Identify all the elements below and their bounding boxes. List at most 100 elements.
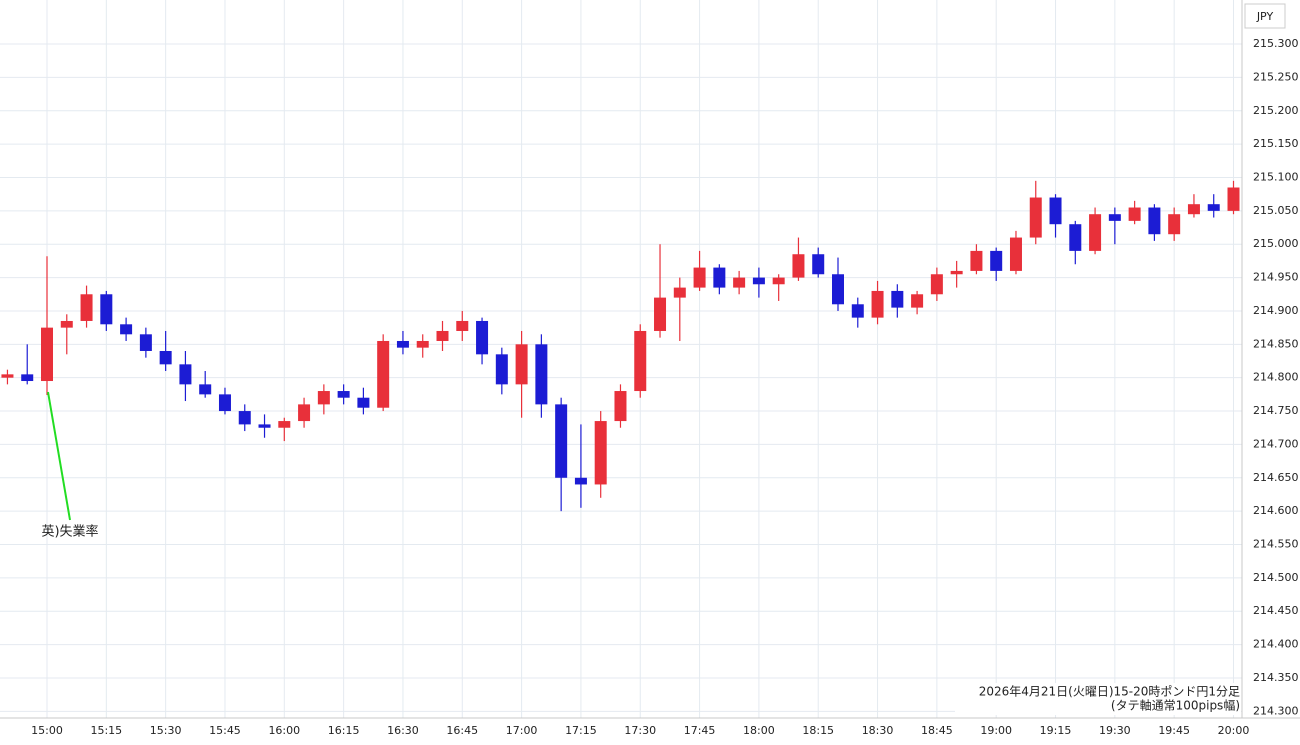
x-tick-label: 19:00 (980, 724, 1012, 737)
annotation: 英)失業率 (41, 524, 98, 540)
candle-body (990, 250, 1003, 271)
candle-body (950, 270, 963, 275)
x-tick-label: 15:00 (31, 724, 63, 737)
candle-body (1069, 224, 1082, 251)
candle-body (258, 424, 271, 428)
candle-body (594, 421, 607, 485)
candle-body (634, 330, 647, 392)
y-tick-label: 214.350 (1253, 671, 1299, 684)
candle-body (1187, 204, 1200, 215)
candle-body (713, 267, 726, 288)
candle-body (693, 267, 706, 288)
y-tick-label: 214.550 (1253, 538, 1299, 551)
candle-body (41, 327, 53, 382)
y-tick-label: 215.000 (1253, 237, 1299, 250)
candle-body (1, 374, 14, 378)
x-tick-label: 18:15 (802, 724, 834, 737)
candle-body (1089, 214, 1102, 251)
y-tick-label: 214.750 (1253, 404, 1299, 417)
candle-body (476, 320, 489, 355)
candle-body (1207, 204, 1220, 211)
candle-body (60, 320, 73, 328)
candle-body (495, 354, 508, 385)
x-tick-label: 18:30 (862, 724, 894, 737)
candle-body (298, 404, 311, 422)
candle-body (733, 277, 746, 288)
y-tick-label: 215.150 (1253, 137, 1299, 150)
y-tick-label: 214.400 (1253, 638, 1299, 651)
y-tick-label: 214.500 (1253, 571, 1299, 584)
unit-box (1244, 3, 1286, 29)
annotation-line (47, 391, 71, 521)
candle-body (456, 320, 469, 331)
y-tick-label: 214.800 (1253, 371, 1299, 384)
y-tick-label: 215.250 (1253, 70, 1299, 83)
candle-body (891, 290, 904, 308)
candle-body (1128, 207, 1141, 221)
candle-body (1049, 197, 1062, 225)
unit-label: JPY (1256, 10, 1274, 23)
x-tick-label: 15:15 (90, 724, 122, 737)
x-tick-label: 15:45 (209, 724, 241, 737)
grid (0, 0, 1242, 718)
candle-body (555, 404, 568, 478)
x-tick-label: 19:45 (1158, 724, 1190, 737)
candle-body (673, 287, 686, 298)
x-tick-label: 16:45 (446, 724, 478, 737)
caption-bg (955, 683, 1241, 715)
candle-body (515, 344, 528, 385)
candle-body (535, 344, 548, 405)
candle-body (871, 290, 884, 318)
x-tick-label: 17:45 (684, 724, 716, 737)
caption: 2026年4月21日(火曜日)15-20時ポンド円1分足 (979, 685, 1240, 699)
caption: (タテ軸通常100pips幅) (1111, 698, 1240, 713)
candle-body (574, 477, 587, 485)
candle-body (159, 350, 172, 365)
y-tick-label: 215.300 (1253, 37, 1299, 50)
candle-body (1227, 187, 1240, 211)
x-tick-label: 16:00 (268, 724, 300, 737)
x-tick-label: 17:15 (565, 724, 597, 737)
candle-body (416, 340, 429, 348)
y-tick-label: 215.050 (1253, 204, 1299, 217)
x-tick-label: 17:00 (506, 724, 538, 737)
candle-body (179, 364, 192, 385)
x-tick-label: 20:00 (1218, 724, 1250, 737)
x-tick-label: 19:30 (1099, 724, 1131, 737)
candle-body (80, 294, 93, 321)
y-tick-label: 214.600 (1253, 504, 1299, 517)
candle-body (436, 330, 449, 341)
candle-body (199, 384, 212, 395)
candle-body (752, 277, 765, 285)
y-tick-label: 214.300 (1253, 704, 1299, 717)
candle-body (1108, 214, 1121, 221)
x-tick-label: 18:00 (743, 724, 775, 737)
candle-body (139, 334, 152, 351)
candle-body (357, 397, 370, 408)
candle-body (832, 274, 844, 305)
candle-body (21, 374, 34, 382)
y-tick-label: 214.850 (1253, 337, 1299, 350)
candle-body (218, 394, 231, 412)
y-tick-label: 214.700 (1253, 437, 1299, 450)
candle-body (772, 277, 785, 285)
candle-body (337, 391, 350, 398)
x-tick-label: 18:45 (921, 724, 953, 737)
candle-body (1009, 237, 1022, 271)
y-tick-label: 214.650 (1253, 471, 1299, 484)
candle-body (120, 324, 133, 335)
candle-body (930, 274, 943, 295)
y-tick-label: 214.450 (1253, 604, 1299, 617)
y-tick-label: 215.100 (1253, 170, 1299, 183)
candle-body (792, 254, 805, 278)
candle-body (1029, 197, 1042, 238)
x-tick-label: 19:15 (1040, 724, 1072, 737)
candle-body (396, 340, 409, 348)
candle-body (100, 294, 113, 325)
x-tick-label: 16:15 (328, 724, 360, 737)
candles (1, 180, 1240, 512)
candle-body (970, 250, 983, 271)
candle-body (377, 340, 390, 408)
